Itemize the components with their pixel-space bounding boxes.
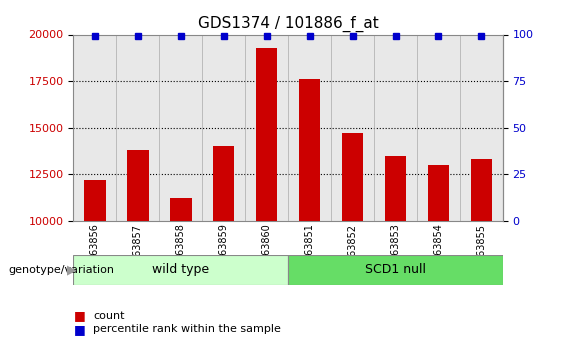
Bar bbox=[385, 156, 406, 221]
Text: genotype/variation: genotype/variation bbox=[8, 265, 115, 275]
Bar bbox=[84, 180, 106, 221]
Text: ■: ■ bbox=[73, 309, 85, 322]
Bar bbox=[428, 165, 449, 221]
Bar bbox=[471, 159, 492, 221]
Bar bbox=[288, 255, 503, 285]
Text: SCD1 null: SCD1 null bbox=[365, 264, 426, 276]
Bar bbox=[127, 150, 149, 221]
Bar bbox=[170, 198, 192, 221]
Text: ▶: ▶ bbox=[67, 264, 76, 277]
Text: percentile rank within the sample: percentile rank within the sample bbox=[93, 325, 281, 334]
Text: wild type: wild type bbox=[152, 264, 210, 276]
Text: ■: ■ bbox=[73, 323, 85, 336]
Text: count: count bbox=[93, 311, 125, 321]
Bar bbox=[73, 255, 288, 285]
Bar bbox=[299, 79, 320, 221]
Bar bbox=[342, 133, 363, 221]
Bar bbox=[256, 48, 277, 221]
Title: GDS1374 / 101886_f_at: GDS1374 / 101886_f_at bbox=[198, 16, 379, 32]
Bar bbox=[213, 146, 234, 221]
